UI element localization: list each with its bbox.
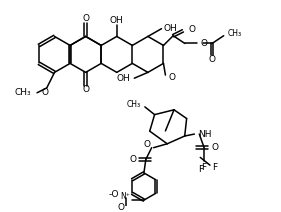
Text: OH: OH <box>164 24 177 33</box>
Text: O: O <box>212 143 219 152</box>
Text: O: O <box>209 54 216 64</box>
Text: N⁺: N⁺ <box>121 192 130 201</box>
Text: O: O <box>41 88 48 97</box>
Text: OH: OH <box>117 74 130 83</box>
Text: NH: NH <box>198 130 212 139</box>
Text: O: O <box>168 74 175 82</box>
Text: O: O <box>189 25 196 34</box>
Text: O: O <box>129 155 136 164</box>
Text: O: O <box>82 85 89 94</box>
Text: -O: -O <box>108 190 119 199</box>
Text: O: O <box>144 140 151 149</box>
Text: F: F <box>198 165 203 174</box>
Text: F: F <box>212 163 217 172</box>
Text: CH₃: CH₃ <box>15 88 31 97</box>
Text: CH₃: CH₃ <box>127 100 141 109</box>
Text: OH: OH <box>110 16 124 25</box>
Text: O: O <box>82 14 89 24</box>
Text: O: O <box>200 39 207 48</box>
Text: F: F <box>201 163 207 172</box>
Text: CH₃: CH₃ <box>228 29 242 38</box>
Text: O: O <box>117 203 124 212</box>
